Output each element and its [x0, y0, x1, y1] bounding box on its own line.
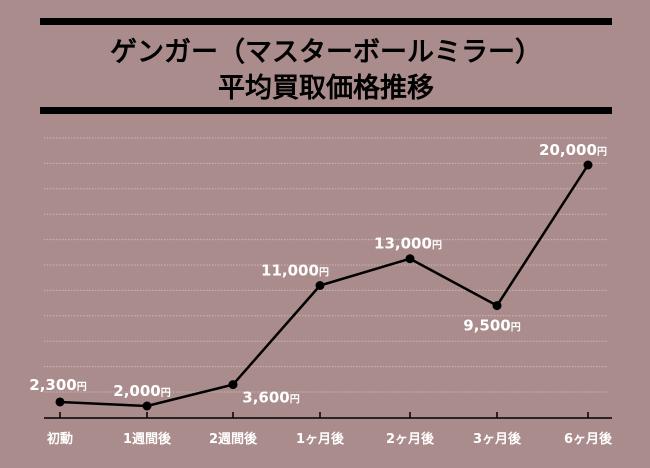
data-label: 13,000円: [374, 235, 442, 253]
x-ticks: [59, 412, 589, 418]
x-tick-label: 2週間後: [209, 431, 258, 447]
x-tick-label: 初動: [47, 431, 73, 447]
data-label: 11,000円: [261, 262, 329, 280]
chart-title-line-1: ゲンガー（マスターボールミラー）: [110, 37, 542, 68]
data-label: 3,600円: [242, 389, 299, 407]
chart-title-line-2: 平均買取価格推移: [218, 73, 434, 104]
x-tick-labels: 初動 1週間後 2週間後 1ヶ月後 2ヶ月後 3ヶ月後 6ヶ月後: [47, 431, 613, 447]
data-points: [55, 160, 593, 411]
title-top-rule: [40, 18, 612, 25]
x-tick-label: 3ヶ月後: [473, 431, 522, 447]
data-label: 20,000円: [539, 141, 607, 159]
data-point: [492, 301, 502, 311]
data-point: [142, 401, 152, 411]
gridlines: [44, 137, 608, 393]
x-tick-label: 2ヶ月後: [386, 431, 435, 447]
data-label: 2,300円: [29, 376, 86, 394]
x-tick-label: 1ヶ月後: [296, 431, 345, 447]
data-labels: 2,300円 2,000円 3,600円 11,000円 13,000円 9,500円 20…: [29, 141, 607, 407]
title-bottom-rule: [40, 107, 612, 114]
x-tick-label: 1週間後: [123, 431, 172, 447]
data-label: 9,500円: [463, 317, 520, 335]
data-label: 2,000円: [113, 382, 170, 400]
data-point: [583, 160, 593, 170]
data-point: [228, 380, 238, 390]
x-tick-label: 6ヶ月後: [564, 431, 613, 447]
data-point: [315, 281, 325, 290]
data-point: [405, 254, 415, 264]
data-point: [55, 397, 65, 407]
